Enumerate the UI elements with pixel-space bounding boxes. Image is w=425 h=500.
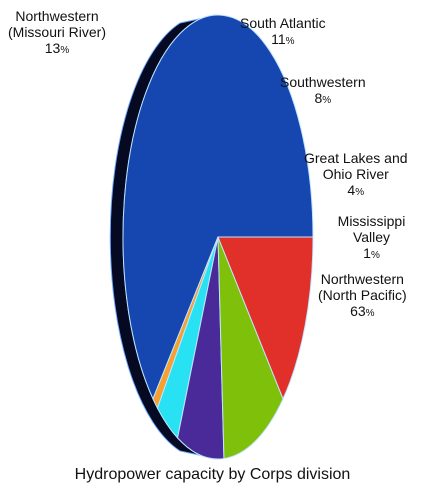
slice-value-number: 13 — [44, 40, 61, 56]
slice-value-unit: % — [322, 95, 332, 106]
slice-label-missouri-river: Northwestern (Missouri River) 13% — [8, 8, 106, 59]
slice-name-line: Northwestern — [320, 271, 404, 287]
pie-slice-northwestern-north-pacific — [122, 14, 314, 401]
slice-value-unit: % — [365, 308, 375, 319]
slice-value-unit: % — [370, 250, 380, 261]
slice-value: 11% — [240, 31, 326, 50]
pie-slice-south-atlantic — [217, 236, 284, 460]
pie-slice-southwestern — [177, 236, 225, 460]
slice-name-line: Northwestern — [15, 8, 99, 24]
slice-label-south-atlantic: South Atlantic 11% — [240, 15, 326, 50]
slice-label-mississippi-valley: Mississippi Valley 1% — [318, 213, 425, 264]
slice-value-number: 1 — [363, 245, 371, 261]
slice-value-number: 4 — [347, 182, 356, 198]
slice-value-unit: % — [285, 36, 295, 47]
slice-label-southwestern: Southwestern 8% — [280, 74, 366, 109]
slice-value-unit: % — [60, 45, 70, 56]
slice-name-line: Southwestern — [280, 74, 366, 90]
slice-value-number: 11 — [271, 31, 286, 47]
slice-name-line: (North Pacific) — [318, 287, 407, 303]
slice-value: 1% — [318, 245, 425, 264]
chart-title: Hydropower capacity by Corps division — [74, 466, 351, 483]
slice-name-line: Great Lakes and — [304, 150, 408, 166]
slice-name-line: South Atlantic — [240, 15, 326, 31]
slice-name-line: (Missouri River) — [8, 24, 106, 40]
slice-value-number: 8 — [314, 90, 323, 106]
slice-value: 13% — [8, 40, 106, 59]
slice-label-north-pacific: Northwestern (North Pacific) 63% — [318, 271, 407, 322]
slice-value: 4% — [304, 182, 408, 201]
slice-value-unit: % — [355, 187, 365, 198]
pie-slice-northwestern-missouri-river — [217, 236, 314, 401]
slice-name-line: Mississippi Valley — [337, 213, 406, 245]
slice-value: 63% — [318, 303, 407, 322]
slice-name-line: Ohio River — [322, 166, 389, 182]
slice-label-great-lakes: Great Lakes and Ohio River 4% — [304, 150, 408, 201]
slice-value: 8% — [280, 90, 366, 109]
slice-value-number: 63 — [350, 303, 366, 319]
